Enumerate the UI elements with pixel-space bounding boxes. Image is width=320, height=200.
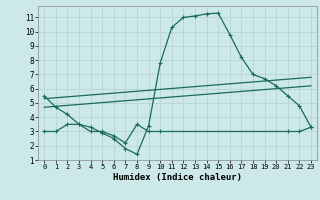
X-axis label: Humidex (Indice chaleur): Humidex (Indice chaleur)	[113, 173, 242, 182]
